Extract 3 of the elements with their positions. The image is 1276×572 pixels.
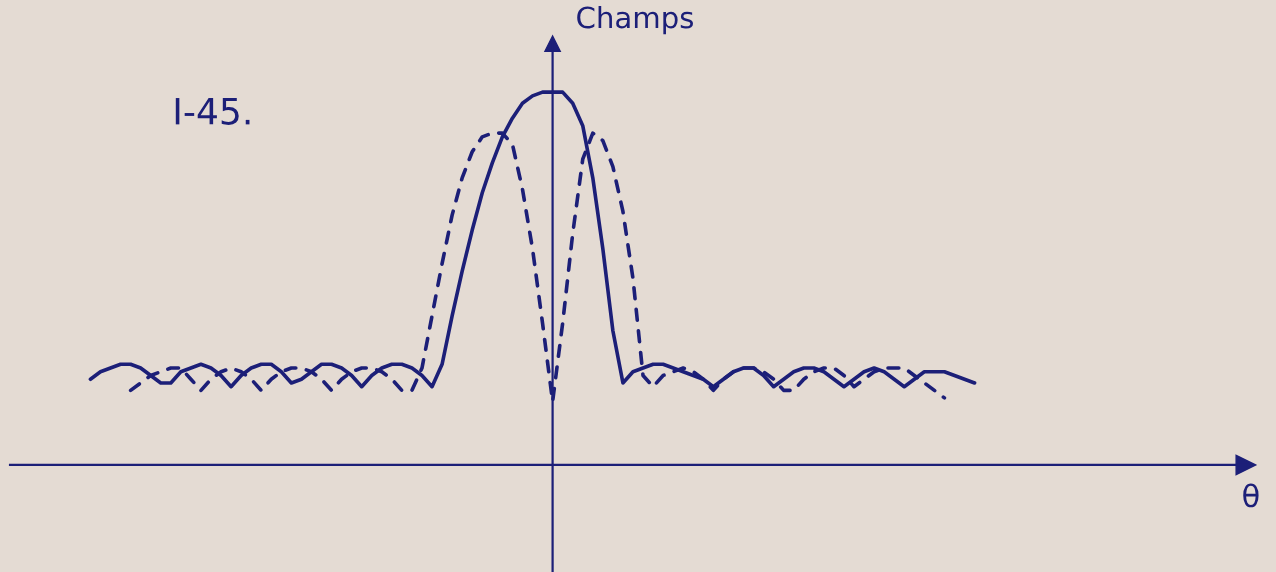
y-axis-title: Champs [577, 5, 693, 35]
x-axis-title: θ [1243, 483, 1259, 508]
annotation: I-45. [175, 98, 250, 125]
